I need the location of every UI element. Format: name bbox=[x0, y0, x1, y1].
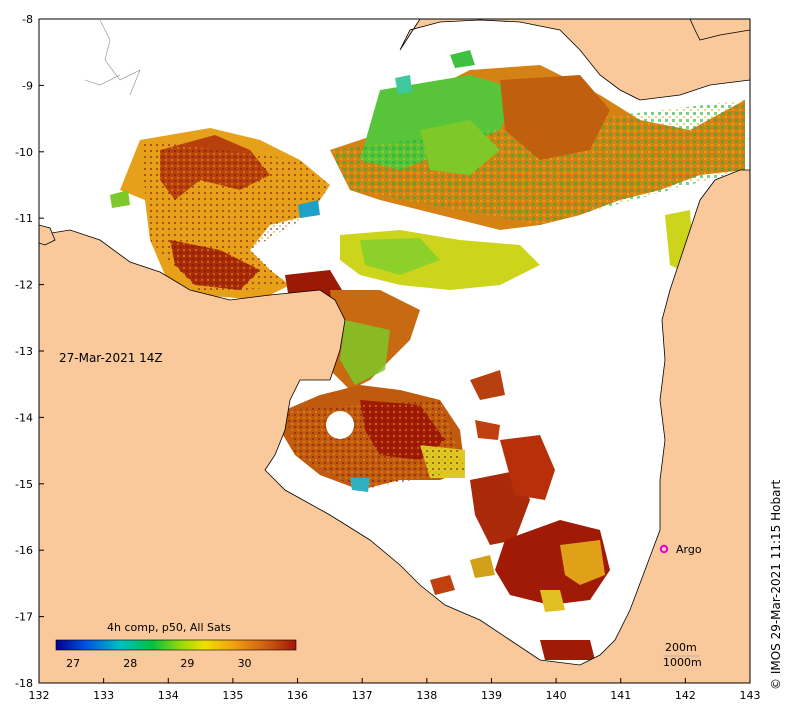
contour-1000m-label: 1000m bbox=[663, 656, 702, 669]
y-tick-label: -14 bbox=[15, 411, 33, 424]
timestamp-label: 27-Mar-2021 14Z bbox=[59, 351, 163, 365]
y-tick-label: -16 bbox=[15, 544, 33, 557]
colorbar-title: 4h comp, p50, All Sats bbox=[107, 621, 231, 634]
y-tick-label: -13 bbox=[15, 345, 33, 358]
x-tick-label: 141 bbox=[610, 689, 631, 702]
x-axis-ticks: 132 133 134 135 136 137 138 139 140 141 142 143 bbox=[29, 678, 761, 702]
argo-label: Argo bbox=[676, 543, 702, 556]
x-tick-label: 136 bbox=[287, 689, 308, 702]
colorbar-tick-label: 28 bbox=[123, 657, 137, 670]
map-plot-area bbox=[39, 19, 750, 683]
y-tick-label: -9 bbox=[22, 79, 33, 92]
colorbar-tick-label: 27 bbox=[66, 657, 80, 670]
y-axis-ticks: -8 -9 -10 -11 -12 -13 -14 -15 -16 -17 -18 bbox=[15, 13, 44, 690]
depth-contour-legend: 200m 1000m bbox=[663, 641, 702, 671]
x-tick-label: 140 bbox=[546, 689, 567, 702]
x-tick-label: 139 bbox=[481, 689, 502, 702]
x-tick-label: 132 bbox=[29, 689, 50, 702]
x-tick-label: 133 bbox=[93, 689, 114, 702]
y-tick-label: -10 bbox=[15, 146, 33, 159]
colorbar-bar bbox=[55, 639, 297, 651]
imos-credit: © IMOS 29-Mar-2021 11:15 Hobart bbox=[769, 480, 783, 690]
y-tick-label: -17 bbox=[15, 611, 33, 624]
argo-float-marker: Argo bbox=[659, 543, 702, 556]
sst-data-layer bbox=[110, 50, 745, 660]
y-tick-label: -12 bbox=[15, 279, 33, 292]
y-tick-label: -18 bbox=[15, 677, 33, 690]
contour-200m-label: 200m bbox=[665, 641, 697, 654]
x-tick-label: 143 bbox=[740, 689, 761, 702]
x-tick-label: 137 bbox=[352, 689, 373, 702]
x-tick-label: 134 bbox=[158, 689, 179, 702]
colorbar-tick-label: 29 bbox=[180, 657, 194, 670]
y-tick-label: -15 bbox=[15, 478, 33, 491]
colorbar: 4h comp, p50, All Sats 27 28 29 30 bbox=[55, 621, 297, 670]
y-tick-label: -8 bbox=[22, 13, 33, 26]
coastline-detail bbox=[84, 19, 141, 96]
x-tick-label: 142 bbox=[675, 689, 696, 702]
land-layer bbox=[39, 19, 750, 683]
colorbar-ticks: 27 28 29 30 bbox=[66, 657, 251, 670]
y-tick-label: -11 bbox=[15, 212, 33, 225]
x-tick-label: 135 bbox=[222, 689, 243, 702]
argo-marker-icon bbox=[659, 544, 669, 554]
colorbar-tick-label: 30 bbox=[238, 657, 252, 670]
x-tick-label: 138 bbox=[416, 689, 437, 702]
